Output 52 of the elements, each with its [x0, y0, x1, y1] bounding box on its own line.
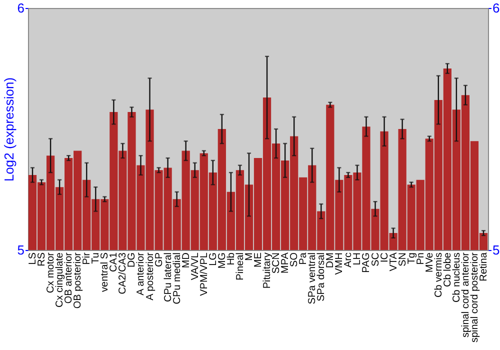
x-tick-label: Arc	[343, 252, 354, 268]
x-tick-label: CA1	[108, 252, 120, 272]
x-tick-label: RS	[36, 252, 48, 266]
x-tick-label: Cx cingulate	[54, 252, 66, 308]
x-tick-label: Cb vermis	[433, 252, 444, 298]
x-tick-label: VPM/VPL	[198, 252, 210, 296]
x-tick-label: Tg	[406, 252, 418, 264]
x-tick-label: SCN	[271, 252, 282, 274]
x-tick-label: OB anterior	[64, 252, 75, 304]
x-tick-label: spinal cord posterior	[469, 252, 480, 343]
x-tick-label: Pa	[298, 252, 310, 265]
x-tick-label: Tu	[90, 252, 102, 264]
x-tick-label: CA2/CA3	[118, 252, 129, 294]
x-tick-label: Hb	[226, 252, 237, 266]
x-tick-label: MD	[180, 252, 192, 268]
x-tick-label: DM	[325, 252, 336, 268]
x-tick-label: MPA	[280, 252, 292, 274]
x-tick-label: SN	[397, 252, 408, 266]
x-tick-label: Cb lobe	[442, 252, 454, 287]
x-tick-label: LS	[28, 252, 39, 265]
x-tick-label: SC	[370, 252, 382, 266]
x-tick-label: PAG	[361, 252, 372, 273]
x-tick-label: ME	[253, 252, 264, 268]
x-tick-label: VA/VL	[190, 252, 201, 280]
y2-tick-label: 5	[492, 242, 500, 258]
x-tick-label: GP	[154, 252, 165, 267]
x-tick-label: ventral S	[100, 252, 111, 292]
x-tick-label: LH	[352, 252, 364, 266]
x-tick-label: CPu medial	[172, 252, 183, 304]
x-tick-label: SO	[289, 252, 300, 267]
x-tick-label: spinal cord anterior	[460, 252, 472, 338]
x-tick-label: Pir	[82, 252, 93, 265]
y-axis-title: Log2 (expression)	[1, 77, 16, 182]
x-tick-label: Pituitary	[262, 252, 274, 289]
x-tick-label: A anterior	[136, 252, 147, 296]
x-tick-label: VTA	[388, 252, 400, 272]
x-tick-label: SPa dorsal	[316, 252, 328, 302]
x-tick-label: A posterior	[144, 252, 156, 300]
y2-tick-label: 6	[492, 0, 500, 16]
x-tick-label: MVe	[424, 252, 436, 273]
x-tick-label: M	[244, 252, 255, 261]
x-tick-label: OB posterior	[72, 252, 84, 309]
x-tick-label: LG	[208, 252, 219, 266]
x-tick-label: Pineal	[234, 252, 246, 280]
x-tick-label: Cb nucleus	[451, 252, 462, 303]
x-tick-label: MG	[216, 252, 228, 269]
x-tick-label: Pn	[415, 252, 426, 265]
x-tick-label: DG	[126, 252, 138, 268]
x-tick-label: Retina	[478, 252, 490, 282]
x-tick-label: IC	[379, 252, 390, 262]
x-tick-label: VMH	[334, 252, 346, 275]
x-tick-label: CPu lateral	[162, 252, 174, 302]
